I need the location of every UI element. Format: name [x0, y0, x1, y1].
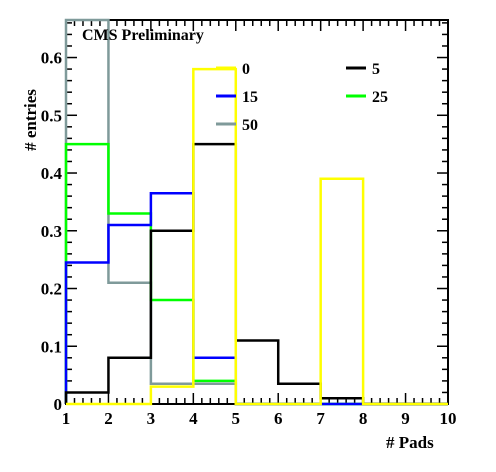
series-group: [64, 18, 448, 406]
series-line-5: [64, 142, 448, 406]
y-tick-label: 0.1: [41, 337, 62, 356]
y-tick-label: 0.2: [41, 280, 62, 299]
y-axis-label: # entries: [21, 89, 40, 151]
x-tick-label: 7: [316, 409, 325, 428]
x-tick-label: 6: [274, 409, 283, 428]
x-tick-label: 2: [104, 409, 113, 428]
x-tick-label: 4: [189, 409, 198, 428]
legend-label-15: 15: [242, 89, 258, 106]
axis-ticks: [65, 20, 449, 405]
y-tick-label: 0.4: [41, 164, 63, 183]
y-tick-label: 0.6: [41, 49, 62, 68]
y-tick-labels: 0 0.1 0.2 0.3 0.4 0.5 0.6: [41, 49, 63, 414]
x-tick-label: 9: [401, 409, 410, 428]
legend: 0 5 15 25 50: [216, 61, 388, 134]
series-line-50: [64, 18, 448, 406]
x-tick-label: 10: [440, 409, 457, 428]
legend-label-50: 50: [242, 117, 258, 134]
x-tick-labels: 1 2 3 4 5 6 7 8 9 10: [62, 409, 457, 428]
x-tick-label: 5: [232, 409, 241, 428]
x-tick-label: 1: [62, 409, 71, 428]
plot-frame: [65, 19, 449, 405]
series-line-0: [66, 67, 448, 406]
x-tick-label: 3: [147, 409, 156, 428]
chart-title: CMS Preliminary: [82, 27, 204, 44]
y-tick-label: 0.5: [41, 106, 62, 125]
series-line-15: [64, 191, 448, 406]
legend-label-5: 5: [372, 61, 380, 78]
y-tick-label: 0: [54, 395, 63, 414]
x-tick-label: 8: [359, 409, 368, 428]
legend-label-0: 0: [242, 61, 250, 78]
y-tick-label: 0.3: [41, 222, 62, 241]
series-line-25: [64, 142, 448, 406]
x-axis-label: # Pads: [386, 433, 434, 452]
legend-label-25: 25: [372, 89, 388, 106]
